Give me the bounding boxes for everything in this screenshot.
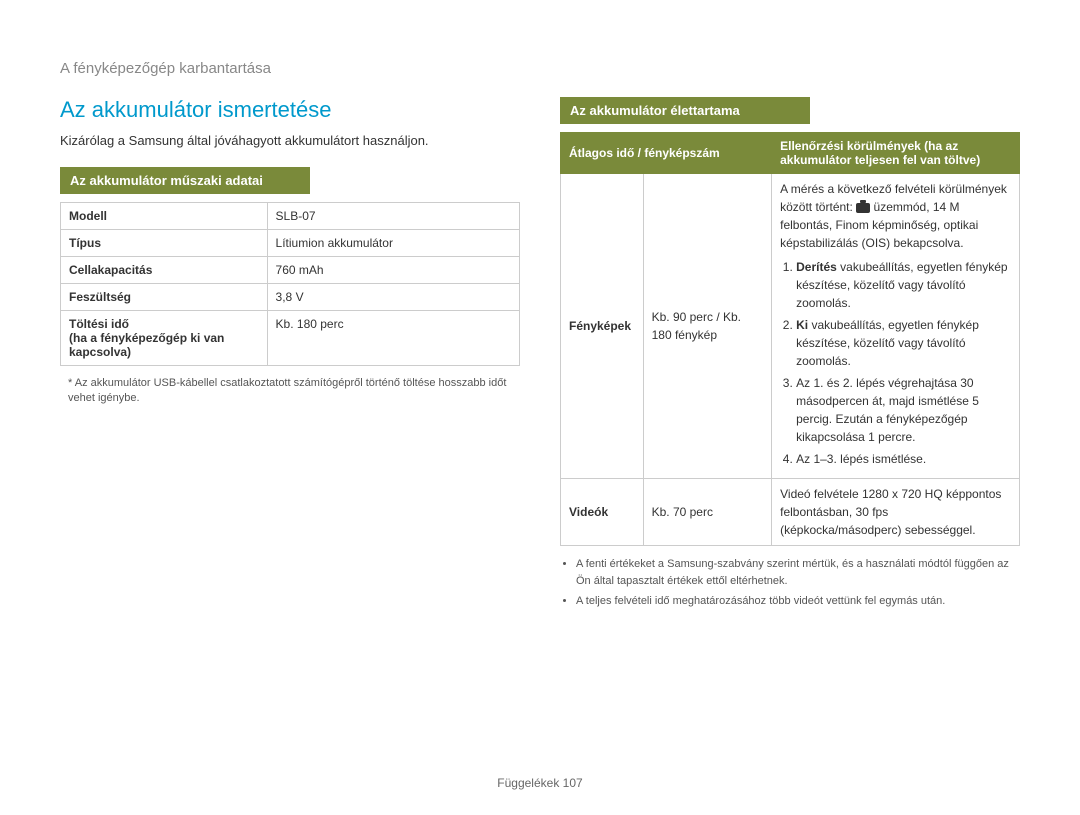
life-th2: Ellenőrzési körülmények (ha az akkumulát… — [772, 133, 1020, 174]
life-step-1: Derítés vakubeállítás, egyetlen fénykép … — [796, 258, 1011, 312]
life-table: Átlagos idő / fényképszám Ellenőrzési kö… — [560, 132, 1020, 546]
life-bullet: A fenti értékeket a Samsung-szabvány sze… — [576, 556, 1020, 589]
life-step-4: Az 1–3. lépés ismétlése. — [796, 450, 1011, 468]
life-section-header: Az akkumulátor élettartama — [560, 97, 810, 124]
specs-table: ModellSLB-07TípusLítiumion akkumulátorCe… — [60, 202, 520, 366]
left-column: Az akkumulátor ismertetése Kizárólag a S… — [60, 97, 520, 614]
life-row1-cond: A mérés a következő felvételi körülménye… — [772, 174, 1020, 479]
specs-cell-value: 3,8 V — [267, 283, 519, 310]
breadcrumb: A fényképezőgép karbantartása — [60, 60, 1020, 77]
life-row2-cond: Videó felvétele 1280 x 720 HQ képpontos … — [772, 479, 1020, 546]
specs-cell-value: SLB-07 — [267, 202, 519, 229]
life-row1-label: Fényképek — [561, 174, 644, 479]
specs-cell-label: Töltési idő (ha a fényképezőgép ki van k… — [61, 310, 268, 365]
specs-cell-value: 760 mAh — [267, 256, 519, 283]
life-row2-label: Videók — [561, 479, 644, 546]
page-footer: Függelékek 107 — [0, 776, 1080, 790]
life-step-3: Az 1. és 2. lépés végrehajtása 30 másodp… — [796, 374, 1011, 446]
specs-cell-label: Modell — [61, 202, 268, 229]
life-row1-value: Kb. 90 perc / Kb. 180 fénykép — [643, 174, 772, 479]
intro-text: Kizárólag a Samsung által jóváhagyott ak… — [60, 131, 520, 151]
specs-section-header: Az akkumulátor műszaki adatai — [60, 167, 310, 194]
life-bullets: A fenti értékeket a Samsung-szabvány sze… — [560, 556, 1020, 610]
camera-icon — [856, 203, 870, 213]
footer-label: Függelékek — [497, 776, 559, 790]
page-title: Az akkumulátor ismertetése — [60, 97, 520, 123]
footer-page: 107 — [563, 776, 583, 790]
specs-cell-value: Lítiumion akkumulátor — [267, 229, 519, 256]
life-th1: Átlagos idő / fényképszám — [561, 133, 772, 174]
specs-cell-label: Cellakapacitás — [61, 256, 268, 283]
life-bullet: A teljes felvételi idő meghatározásához … — [576, 593, 1020, 610]
life-step-2: Ki vakubeállítás, egyetlen fénykép készí… — [796, 316, 1011, 370]
life-steps: Derítés vakubeállítás, egyetlen fénykép … — [780, 258, 1011, 468]
specs-footnote: * Az akkumulátor USB-kábellel csatlakozt… — [60, 376, 520, 407]
right-column: Az akkumulátor élettartama Átlagos idő /… — [560, 97, 1020, 614]
specs-cell-label: Feszültség — [61, 283, 268, 310]
specs-cell-value: Kb. 180 perc — [267, 310, 519, 365]
specs-cell-label: Típus — [61, 229, 268, 256]
life-row2-value: Kb. 70 perc — [643, 479, 772, 546]
